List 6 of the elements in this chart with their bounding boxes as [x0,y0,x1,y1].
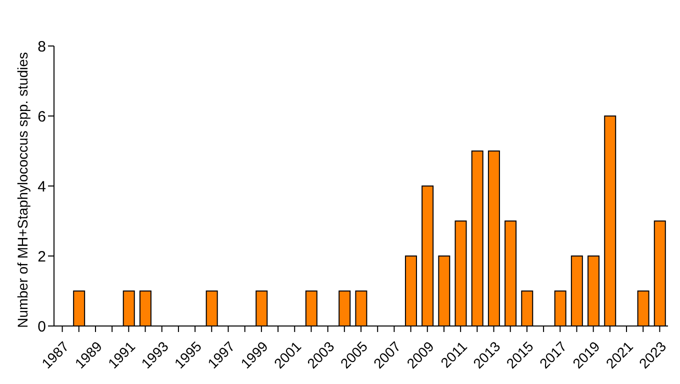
y-tick-label: 8 [38,38,46,56]
y-tick-label: 6 [38,108,46,126]
y-tick-label: 2 [38,248,46,266]
y-tick-label: 0 [38,318,46,336]
y-tick-label: 4 [38,178,46,196]
y-axis-title: Number of MH+Staphylococcus spp. studies [14,52,31,328]
